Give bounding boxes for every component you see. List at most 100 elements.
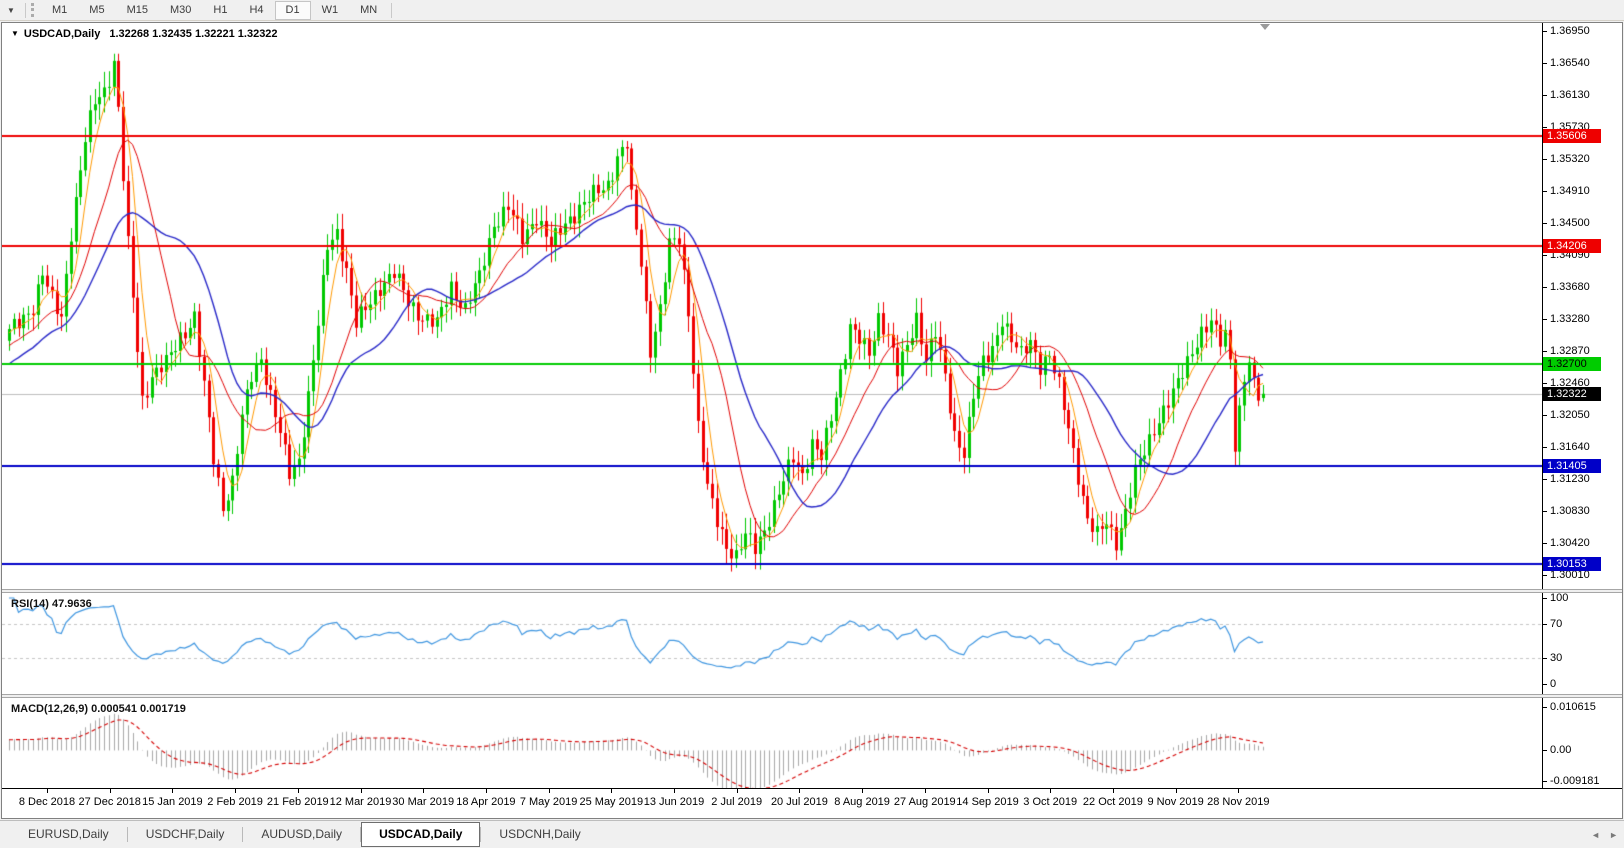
date-tick-mark [172, 789, 173, 793]
date-tick-mark [298, 789, 299, 793]
axis-tick-label: 1.36540 [1543, 57, 1590, 70]
axis-tick-label: 1.30830 [1543, 504, 1590, 517]
rsi-axis[interactable]: 100 70 30 0 [1542, 592, 1622, 694]
chart-shift-marker-icon[interactable] [1260, 24, 1270, 30]
date-tick-label: 12 Mar 2019 [329, 796, 392, 808]
date-tick-mark [988, 789, 989, 793]
date-tick-label: 13 Jun 2019 [643, 796, 705, 808]
axis-tick-label: 1.32050 [1543, 409, 1590, 422]
date-tick-mark [674, 789, 675, 793]
axis-tick-label: 1.32870 [1543, 344, 1590, 357]
toolbar-dropdown-button[interactable]: ▼ [0, 1, 22, 20]
tab-usdchf-daily[interactable]: USDCHF,Daily [145, 827, 225, 841]
price-level-badge-resistance: 1.35606 [1543, 129, 1601, 144]
axis-tick-label: 1.33680 [1543, 281, 1590, 294]
date-tick-mark [549, 789, 550, 793]
timeframe-button-m1[interactable]: M1 [41, 1, 78, 20]
date-tick-mark [235, 789, 236, 793]
timeframe-button-w1[interactable]: W1 [311, 1, 350, 20]
date-tick-label: 18 Apr 2019 [456, 796, 516, 808]
timeframe-button-d1[interactable]: D1 [274, 0, 311, 20]
price-axis[interactable]: 1.36950 1.36540 1.36130 1.35730 1.35320 1.349… [1542, 23, 1622, 589]
axis-tick-label: 1.36130 [1543, 89, 1590, 102]
axis-tick-label: 70 [1542, 617, 1563, 630]
tab-usdcnh-daily[interactable]: USDCNH,Daily [499, 827, 581, 841]
timeframe-button-m5[interactable]: M5 [78, 1, 115, 20]
date-tick-label: 27 Aug 2019 [893, 796, 956, 808]
date-tick-label: 3 Oct 2019 [1023, 796, 1078, 808]
axis-tick-label: 30 [1542, 652, 1563, 665]
tab-separator [126, 827, 128, 842]
chart-tab-bar: EURUSD,Daily USDCHF,Daily AUDUSD,Daily USDC… [0, 820, 1624, 848]
date-tick-mark [1113, 789, 1114, 793]
date-tick-mark [737, 789, 738, 793]
pane-divider[interactable] [2, 694, 1622, 698]
macd-canvas[interactable] [2, 698, 1542, 788]
rsi-label: RSI(14) 47.9636 [11, 598, 92, 610]
date-tick-mark [611, 789, 612, 793]
date-tick-mark [361, 789, 362, 793]
date-tick-label: 28 Nov 2019 [1207, 796, 1270, 808]
date-tick-label: 9 Nov 2019 [1147, 796, 1204, 808]
axis-tick-label: 0.010615 [1543, 701, 1596, 713]
axis-tick-label: 1.31230 [1543, 473, 1590, 486]
price-level-badge-bid: 1.32322 [1543, 386, 1601, 401]
timeframe-button-h4[interactable]: H4 [238, 1, 274, 20]
date-tick-label: 8 Dec 2018 [18, 796, 76, 808]
tab-scroll-arrows: ◄ ► [1591, 821, 1618, 848]
rsi-canvas[interactable] [2, 593, 1542, 694]
toolbar-separator [391, 2, 393, 18]
date-axis[interactable]: 8 Dec 2018 27 Dec 2018 15 Jan 2019 2 Feb 20… [2, 788, 1622, 818]
timeframe-buttons: M1 M5 M15 M30 H1 H4 D1 W1 MN [41, 0, 388, 20]
symbol-dropdown-icon[interactable]: ▼ [11, 29, 19, 38]
chart-ohlc-values: 1.32268 1.32435 1.32221 1.32322 [109, 28, 278, 40]
date-tick-label: 14 Sep 2019 [956, 796, 1019, 808]
axis-tick-label: 1.30010 [1543, 569, 1590, 582]
axis-tick-label: 1.34910 [1543, 184, 1590, 197]
macd-label: MACD(12,26,9) 0.000541 0.001719 [11, 703, 186, 715]
tab-eurusd-daily[interactable]: EURUSD,Daily [28, 827, 109, 841]
chart-window: ▼ USDCAD,Daily 1.32268 1.32435 1.32221 1.3… [1, 22, 1623, 819]
date-tick-label: 2 Jul 2019 [711, 796, 763, 808]
date-tick-label: 2 Feb 2019 [207, 796, 263, 808]
axis-tick-label: 1.30420 [1543, 536, 1590, 549]
price-level-badge-support: 1.30153 [1543, 556, 1601, 571]
date-tick-mark [925, 789, 926, 793]
timeframe-button-m30[interactable]: M30 [159, 1, 202, 20]
price-level-badge-pivot: 1.32700 [1543, 357, 1601, 372]
date-tick-mark [47, 789, 48, 793]
timeframe-button-m15[interactable]: M15 [116, 1, 159, 20]
macd-axis[interactable]: 0.010615 0.00 -0.009181 [1542, 698, 1622, 788]
axis-tick-label: 1.31640 [1543, 441, 1590, 454]
date-tick-mark [110, 789, 111, 793]
axis-tick-label: 0.00 [1542, 744, 1572, 757]
timeframe-toolbar: ▼ M1 M5 M15 M30 H1 H4 D1 W1 MN [0, 0, 1624, 21]
axis-tick-label: 1.33280 [1543, 312, 1590, 325]
date-tick-label: 30 Mar 2019 [392, 796, 455, 808]
rsi-pane: RSI(14) 47.9636 100 70 30 0 [2, 592, 1622, 694]
macd-pane: MACD(12,26,9) 0.000541 0.001719 0.010615… [2, 698, 1622, 788]
tab-separator [360, 827, 362, 842]
axis-tick-label: 1.32460 [1543, 376, 1590, 389]
tab-scroll-right-icon[interactable]: ► [1609, 830, 1618, 840]
date-tick-mark [1176, 789, 1177, 793]
toolbar-separator [25, 2, 26, 18]
timeframe-button-mn[interactable]: MN [349, 1, 388, 20]
tab-audusd-daily[interactable]: AUDUSD,Daily [261, 827, 343, 841]
toolbar-grip-handle[interactable] [31, 3, 36, 17]
date-tick-label: 15 Jan 2019 [142, 796, 203, 808]
tab-usdcad-daily[interactable]: USDCAD,Daily [361, 822, 481, 847]
date-tick-label: 7 May 2019 [519, 796, 578, 808]
tab-separator [480, 827, 482, 842]
price-chart-canvas[interactable] [2, 23, 1542, 589]
axis-tick-label: 100 [1542, 592, 1569, 604]
date-tick-mark [423, 789, 424, 793]
price-level-badge-resistance: 1.34206 [1543, 239, 1601, 254]
date-tick-mark [1238, 789, 1239, 793]
axis-tick-label: 1.36950 [1543, 24, 1590, 37]
price-pane: ▼ USDCAD,Daily 1.32268 1.32435 1.32221 1.3… [2, 23, 1622, 589]
timeframe-button-h1[interactable]: H1 [202, 1, 238, 20]
pane-divider[interactable] [2, 589, 1622, 593]
tab-scroll-left-icon[interactable]: ◄ [1591, 830, 1601, 840]
